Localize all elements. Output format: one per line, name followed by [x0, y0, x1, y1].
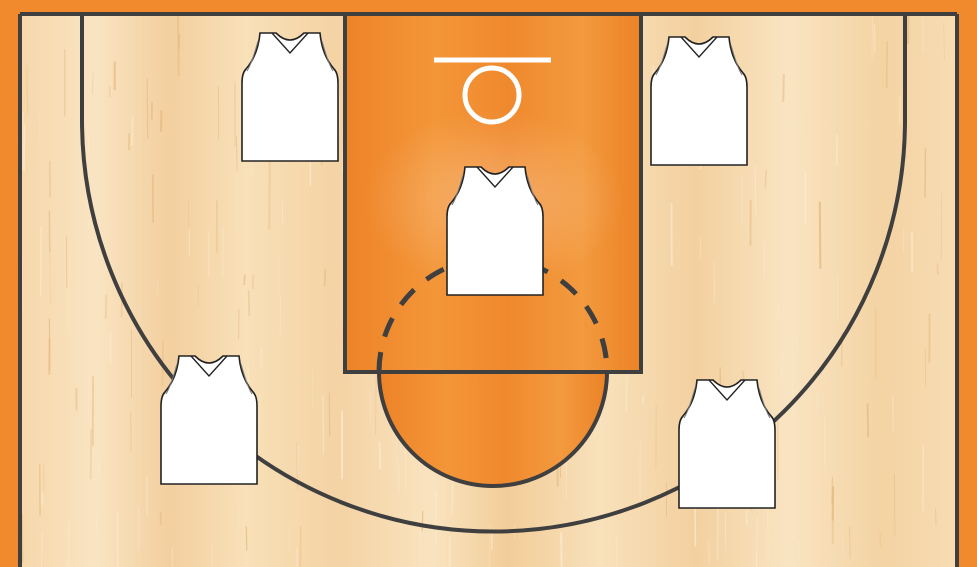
- player-left-corner-top-jersey-icon: [241, 32, 339, 162]
- restricted-arc: [376, 255, 610, 373]
- player-right-wing-jersey-icon: [678, 379, 776, 509]
- player-center-paint-jersey-icon: [446, 166, 544, 296]
- free-throw-circle: [377, 371, 609, 488]
- free-throw-circle-fill: [379, 372, 607, 486]
- three-point-arc: [80, 14, 907, 534]
- hoop-rim: [462, 65, 522, 125]
- player-right-corner-top-jersey-icon: [650, 36, 748, 166]
- players-layer: [160, 32, 776, 509]
- player-left-wing-jersey-icon: [160, 355, 258, 485]
